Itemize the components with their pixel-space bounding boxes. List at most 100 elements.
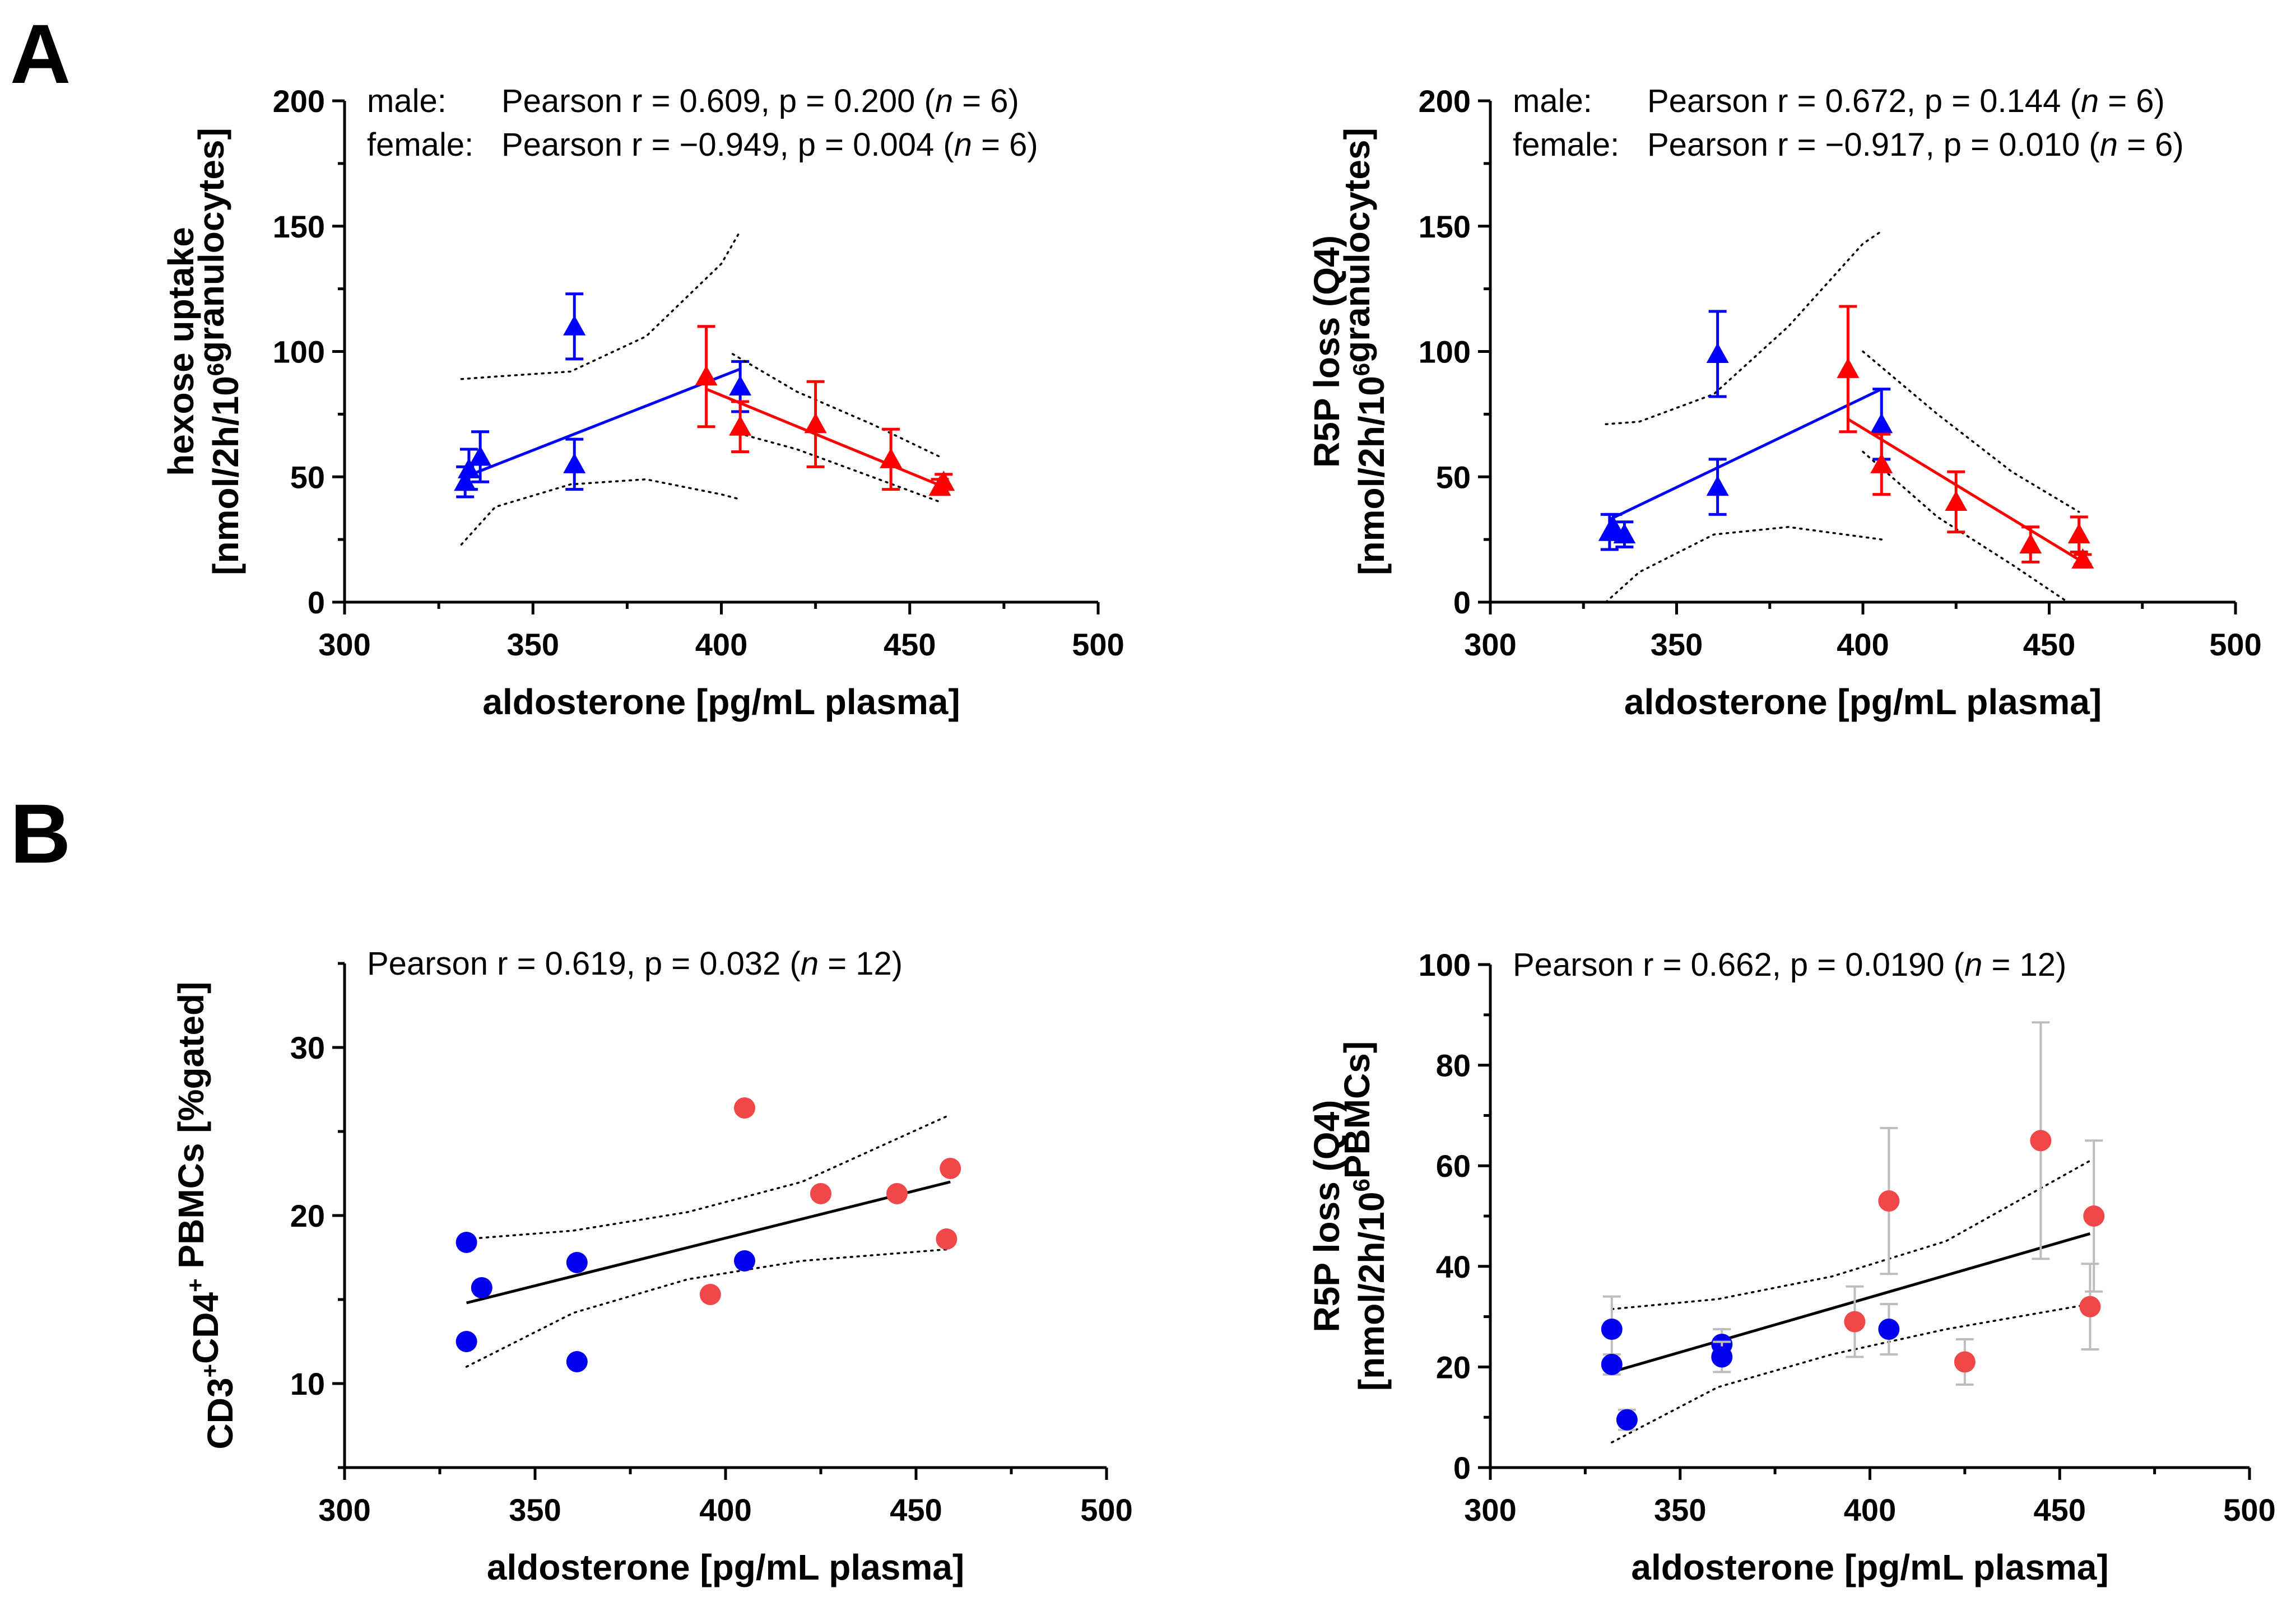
y-tick-label: 30 [290, 1030, 325, 1065]
x-tick-label: 300 [318, 1492, 370, 1527]
panel-label-b: B [10, 786, 71, 881]
x-axis-title: aldosterone [pg/mL plasma] [1624, 682, 2102, 722]
y-tick-label: 60 [1436, 1148, 1471, 1184]
female-fit-line [1847, 418, 2084, 563]
x-axis-title: aldosterone [pg/mL plasma] [482, 682, 960, 722]
y-axis-title-group: [nmol/2h/106granulocytes] [191, 128, 246, 575]
x-tick-label: 450 [884, 627, 936, 662]
stat-text: Pearson r = 0.672, p = 0.144 (n = 6) [1647, 83, 2165, 119]
male-triangle-point [454, 471, 477, 491]
stat-text: Pearson r = 0.662, p = 0.0190 (n = 12) [1513, 947, 2066, 983]
male-triangle-point [1602, 515, 1625, 536]
male-point [1711, 1346, 1733, 1368]
chart-a2-r5p-loss-granulocytes: 300 350 400 450 500 0 50 100 150 200 aldosterone [… [1307, 83, 2262, 722]
y-tick-label: 200 [273, 83, 325, 119]
female-point [2083, 1205, 2105, 1227]
y-axis-title-group: [nmol/2h/106PBMCs] [1337, 1041, 1392, 1391]
y-axis-title: hexose uptake [161, 227, 201, 476]
female-ci-upper [731, 353, 941, 458]
female-point [1954, 1351, 1976, 1373]
y-tick-label: 200 [1419, 83, 1471, 119]
female-point [886, 1183, 908, 1204]
y-tick-label: 0 [1453, 585, 1471, 620]
male-ci-lower [460, 478, 741, 546]
female-triangle-point [1837, 357, 1860, 378]
male-fit-line [464, 367, 741, 478]
y-axis-title: [nmol/2h/106granulocytes] [191, 128, 246, 575]
x-tick-label: 450 [890, 1492, 942, 1527]
male-point [734, 1250, 755, 1272]
male-triangle-point [1706, 476, 1729, 496]
x-tick-label: 350 [507, 627, 559, 662]
male-triangle-point [1870, 413, 1893, 434]
y-tick-label: 10 [290, 1366, 325, 1401]
female-point [936, 1228, 958, 1250]
y-tick-label: 150 [273, 209, 325, 244]
x-tick-label: 350 [1654, 1492, 1706, 1527]
female-ci-lower [1862, 450, 2069, 603]
chart-b2-r5p-loss-pbmcs: 300 350 400 450 500 0 20 40 60 80 100 aldosterone [… [1307, 947, 2276, 1587]
female-triangle-point [1945, 491, 1968, 511]
female-triangle-point [2067, 523, 2090, 544]
male-point [1601, 1353, 1623, 1375]
stat-group-label: male: [1513, 83, 1592, 119]
female-ci-upper [1862, 350, 2080, 513]
female-triangle-point [1870, 453, 1893, 473]
stat-group-label: female: [367, 127, 473, 163]
stat-group-label: female: [1513, 127, 1619, 163]
male-triangle-point [457, 458, 480, 478]
female-triangle-point [695, 365, 718, 386]
x-tick-label: 450 [2023, 627, 2075, 662]
x-tick-label: 450 [2034, 1492, 2086, 1527]
x-tick-label: 500 [1072, 627, 1124, 662]
female-point [1878, 1190, 1900, 1212]
panel-label-a: A [10, 7, 71, 101]
male-triangle-point [563, 453, 586, 473]
y-axis-title-group: hexose uptake [161, 227, 201, 476]
male-point [1601, 1319, 1623, 1340]
fit-line [466, 1180, 951, 1305]
female-point [2079, 1296, 2101, 1317]
female-triangle-point [932, 471, 955, 491]
x-axis-title: aldosterone [pg/mL plasma] [487, 1547, 964, 1587]
x-tick-label: 300 [1464, 1492, 1516, 1527]
y-axis-title: R5P loss (Q4) [1307, 1100, 1347, 1333]
female-triangle-point [729, 415, 752, 436]
y-axis-title: [nmol/2h/106granulocytes] [1337, 128, 1392, 575]
male-point [1878, 1319, 1900, 1340]
y-axis-title: R5P loss (Q4) [1307, 235, 1347, 468]
stat-text: Pearson r = 0.609, p = 0.200 (n = 6) [501, 83, 1019, 119]
male-point [566, 1351, 588, 1372]
stat-text: Pearson r = −0.917, p = 0.010 (n = 6) [1647, 127, 2184, 163]
y-axis-title: [nmol/2h/106PBMCs] [1337, 1041, 1392, 1391]
male-point [456, 1331, 477, 1352]
x-tick-label: 400 [1844, 1492, 1896, 1527]
y-tick-label: 100 [273, 334, 325, 370]
ci-upper [465, 1114, 951, 1240]
female-triangle-point [2071, 548, 2094, 569]
female-point [699, 1284, 721, 1305]
x-tick-label: 500 [2209, 627, 2261, 662]
male-triangle-point [563, 315, 586, 336]
x-tick-label: 500 [2223, 1492, 2275, 1527]
y-tick-label: 20 [1436, 1349, 1471, 1385]
stat-text: Pearson r = −0.949, p = 0.004 (n = 6) [501, 127, 1038, 163]
y-axis-title-group: CD3+CD4+ PBMCs [%gated] [171, 982, 240, 1450]
x-tick-label: 400 [699, 1492, 751, 1527]
male-triangle-point [469, 445, 492, 466]
male-triangle-point [1613, 523, 1636, 544]
male-ci-lower [1605, 526, 1883, 603]
x-tick-label: 300 [1464, 627, 1516, 662]
male-ci-upper [1605, 230, 1883, 426]
y-tick-label: 50 [1436, 459, 1471, 495]
x-tick-label: 350 [1651, 627, 1703, 662]
female-point [2030, 1130, 2052, 1152]
chart-b1-cd3-cd4-pbmcs: 300 350 400 450 500 10 20 30 aldosterone [pg/mL … [171, 946, 1133, 1587]
female-ci-lower [731, 430, 941, 503]
y-tick-label: 0 [308, 585, 325, 620]
female-fit-line [705, 388, 945, 488]
x-axis-title: aldosterone [pg/mL plasma] [1631, 1547, 2108, 1587]
stat-text: Pearson r = 0.619, p = 0.032 (n = 12) [367, 946, 903, 982]
y-tick-label: 0 [1453, 1450, 1471, 1485]
